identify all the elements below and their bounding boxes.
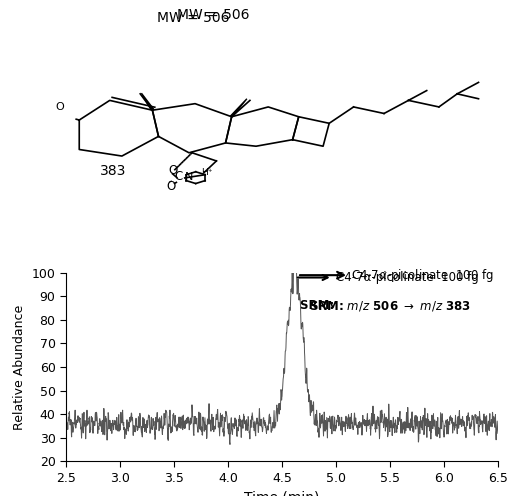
Polygon shape [231, 99, 247, 116]
Text: SRM:: SRM: [300, 299, 339, 312]
Text: O: O [167, 180, 176, 193]
Text: N: N [184, 172, 193, 182]
Text: C4-7α-picolinate  100 fg: C4-7α-picolinate 100 fg [336, 271, 479, 284]
Text: O: O [169, 164, 178, 177]
Text: MW = 506: MW = 506 [157, 11, 229, 25]
Text: H⁺: H⁺ [201, 168, 212, 177]
Text: C4-7$\alpha$-picolinate  100 fg: C4-7$\alpha$-picolinate 100 fg [351, 267, 494, 284]
Text: C: C [174, 170, 183, 183]
X-axis label: Time (min): Time (min) [244, 490, 320, 496]
Y-axis label: Relative Abundance: Relative Abundance [13, 305, 26, 430]
Text: 383: 383 [100, 164, 126, 178]
Text: MW = 506: MW = 506 [177, 8, 249, 22]
Polygon shape [141, 93, 154, 110]
Text: O: O [55, 102, 65, 112]
Text: SRM: $m/z$ 506 $\rightarrow$ $m/z$ 383: SRM: $m/z$ 506 $\rightarrow$ $m/z$ 383 [309, 299, 471, 313]
